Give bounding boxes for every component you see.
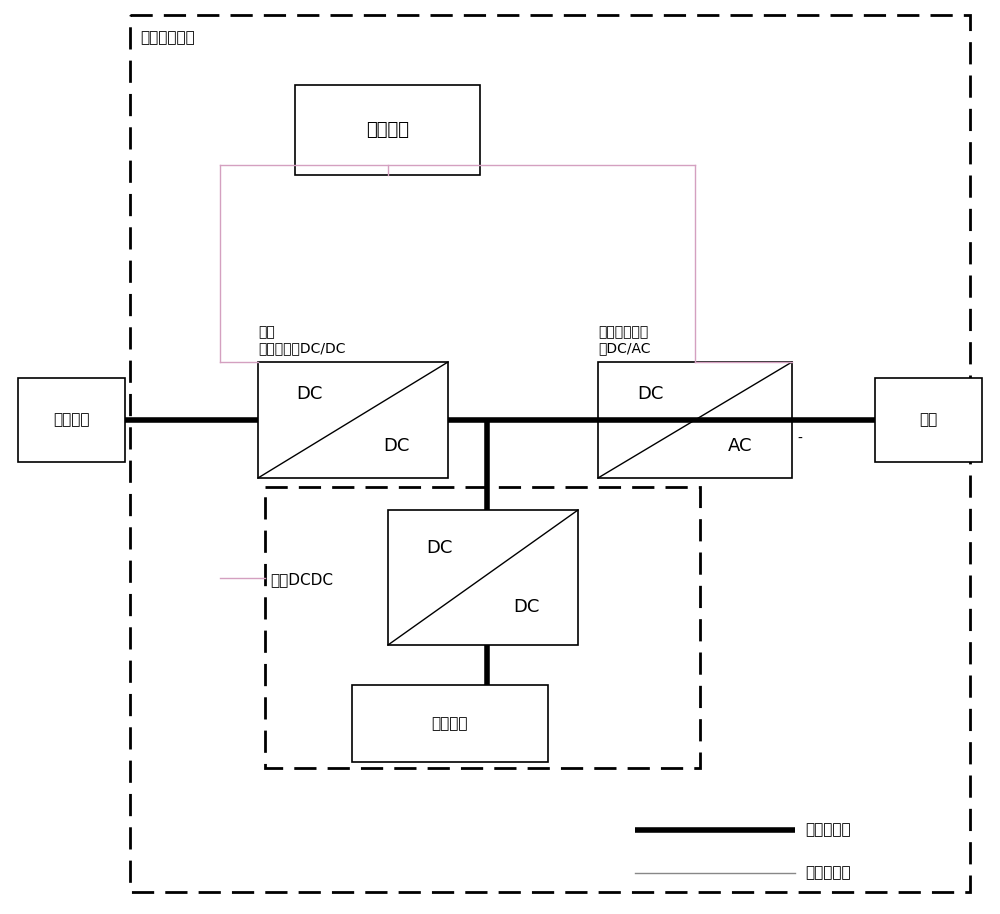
Bar	[295, 85, 480, 175]
Text: 储能电池: 储能电池	[432, 716, 468, 731]
Text: 动力连接线: 动力连接线	[805, 823, 851, 837]
Bar	[352, 685, 548, 762]
Text: 光伏微网系统: 光伏微网系统	[140, 30, 195, 46]
Text: 通信连接线: 通信连接线	[805, 866, 851, 880]
Text: DC: DC	[514, 598, 540, 616]
Bar	[875, 378, 982, 462]
Text: DC: DC	[384, 437, 410, 454]
Bar	[18, 378, 125, 462]
Text: AC: AC	[727, 437, 752, 454]
Text: 电池DCDC: 电池DCDC	[270, 572, 333, 588]
Text: 光伏
效率转换器DC/DC: 光伏 效率转换器DC/DC	[258, 324, 346, 355]
Text: 电网: 电网	[919, 412, 938, 428]
Text: DC: DC	[426, 538, 452, 557]
Text: 控制装置: 控制装置	[366, 121, 409, 139]
Bar	[265, 487, 700, 768]
Text: DC: DC	[637, 386, 664, 403]
Bar	[130, 15, 970, 892]
Bar	[598, 362, 792, 478]
Bar	[258, 362, 448, 478]
Bar	[388, 510, 578, 645]
Text: DC: DC	[296, 386, 322, 403]
Text: 光伏双向逆变
器DC/AC: 光伏双向逆变 器DC/AC	[598, 324, 650, 355]
Text: -: -	[797, 432, 802, 446]
Text: 光伏电池: 光伏电池	[53, 412, 90, 428]
